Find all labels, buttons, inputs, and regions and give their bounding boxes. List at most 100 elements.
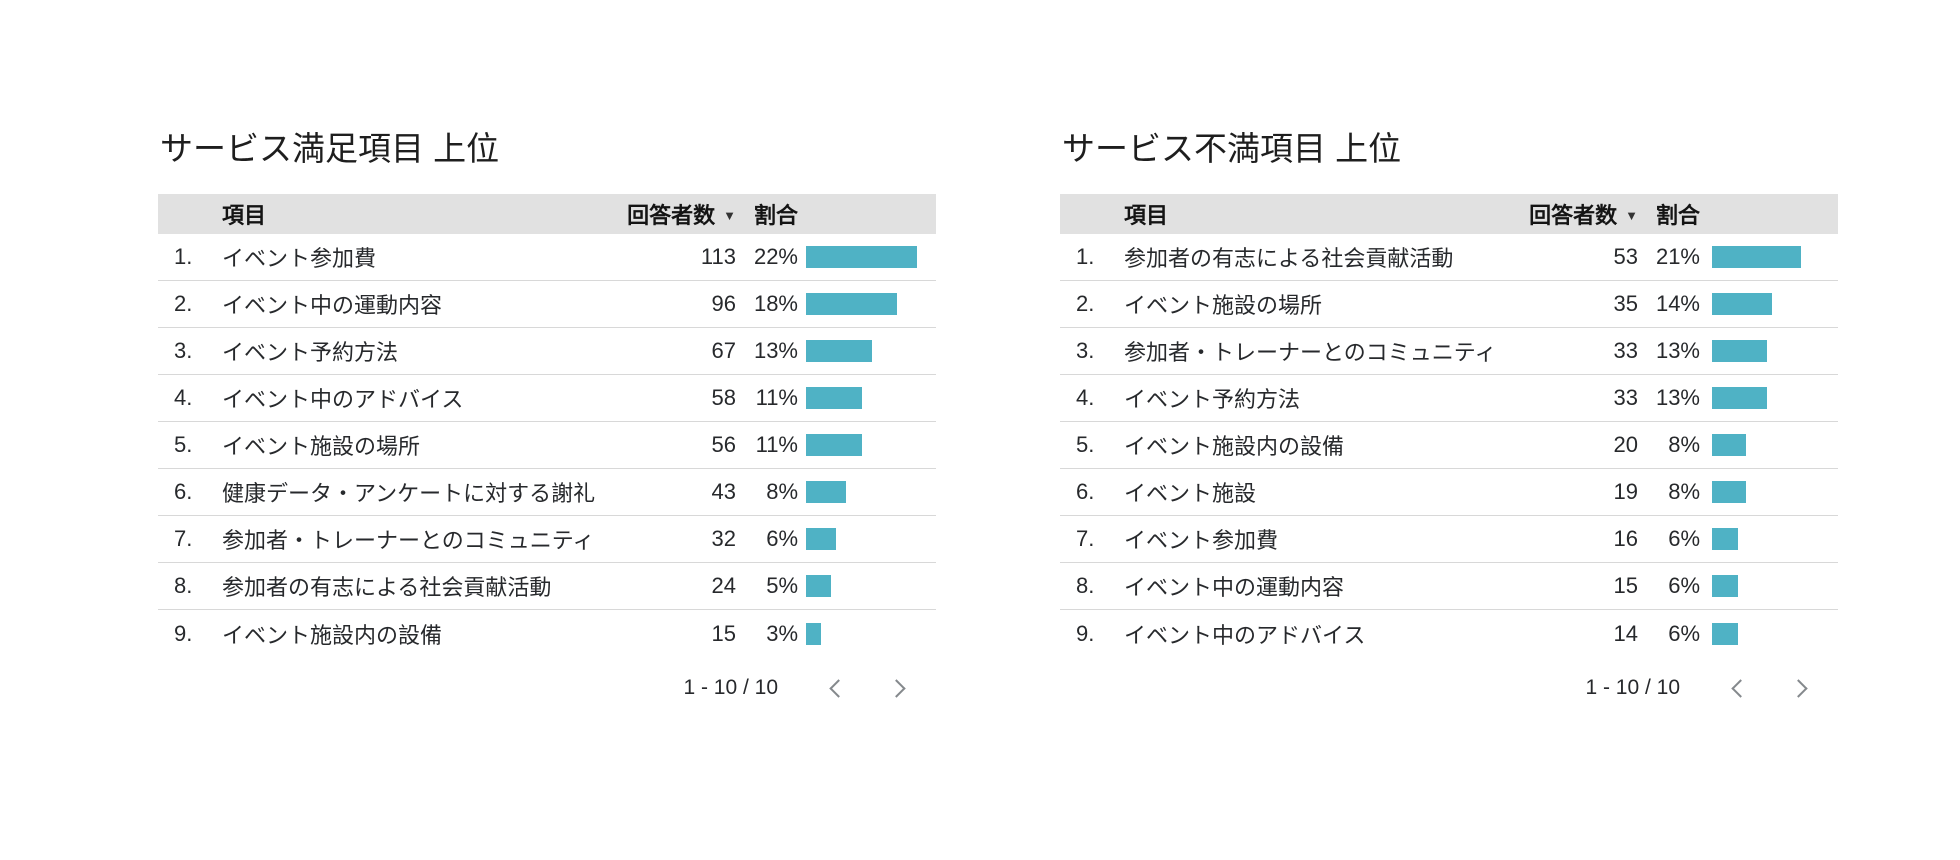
row-share-pct: 8% bbox=[1668, 432, 1700, 457]
share-bar bbox=[1712, 293, 1772, 315]
table-row[interactable]: 4. イベント予約方法 33 13% bbox=[1060, 375, 1838, 422]
row-item: イベント中のアドバイス bbox=[1124, 622, 1366, 648]
table-row[interactable]: 8. イベント中の運動内容 15 6% bbox=[1060, 563, 1838, 610]
prev-page-button[interactable] bbox=[1722, 670, 1758, 706]
row-share-pct: 5% bbox=[766, 573, 798, 598]
row-respondents: 113 bbox=[700, 244, 736, 269]
row-rank: 5. bbox=[1076, 432, 1095, 457]
row-item: イベント参加費 bbox=[1124, 528, 1279, 553]
row-item: イベント施設の場所 bbox=[1124, 293, 1323, 318]
pagination-label: 1 - 10 / 10 bbox=[683, 676, 778, 699]
row-share-bar-cell bbox=[802, 246, 936, 268]
row-respondents: 58 bbox=[711, 385, 736, 410]
pagination-bar: 1 - 10 / 10 bbox=[1060, 667, 1838, 709]
table-header-row: 項目 回答者数 ▼ 割合 bbox=[1060, 194, 1838, 234]
row-share-bar-cell bbox=[802, 434, 936, 456]
row-share-pct: 18% bbox=[753, 291, 798, 316]
table-row[interactable]: 9. イベント中のアドバイス 14 6% bbox=[1060, 610, 1838, 657]
next-page-button[interactable] bbox=[1780, 670, 1816, 706]
row-rank: 6. bbox=[174, 479, 193, 504]
row-share-pct: 3% bbox=[766, 620, 798, 646]
row-share-pct: 6% bbox=[1668, 526, 1700, 551]
share-bar bbox=[1712, 340, 1767, 362]
share-bar bbox=[806, 434, 862, 456]
row-respondents: 53 bbox=[1613, 244, 1638, 269]
table-row[interactable]: 7. 参加者・トレーナーとのコミュニティ 32 6% bbox=[158, 516, 936, 563]
table-row[interactable]: 1. イベント参加費 113 22% bbox=[158, 234, 936, 281]
row-item: イベント中のアドバイス bbox=[222, 387, 464, 412]
table-row[interactable]: 7. イベント参加費 16 6% bbox=[1060, 516, 1838, 563]
row-share-pct: 13% bbox=[753, 338, 798, 363]
column-header-item[interactable]: 項目 bbox=[222, 203, 267, 228]
share-bar bbox=[806, 387, 862, 409]
row-share-pct: 21% bbox=[1655, 244, 1700, 269]
row-item: イベント中の運動内容 bbox=[1124, 575, 1345, 600]
column-header-share[interactable]: 割合 bbox=[1655, 203, 1700, 228]
table-title: サービス満足項目 上位 bbox=[160, 130, 500, 167]
column-header-respondents-label: 回答者数 bbox=[1529, 203, 1618, 228]
row-respondents: 24 bbox=[711, 573, 736, 598]
row-item: イベント予約方法 bbox=[1124, 387, 1301, 412]
table-card-dissatisfaction: サービス不満項目 上位 項目 回答者数 ▼ 割合 1. 参加者の有志による社会貢献… bbox=[1060, 126, 1838, 709]
row-share-pct: 14% bbox=[1655, 291, 1700, 316]
column-header-share[interactable]: 割合 bbox=[753, 203, 798, 228]
row-rank: 7. bbox=[1076, 526, 1095, 551]
row-share-pct: 13% bbox=[1655, 385, 1700, 410]
row-rank: 4. bbox=[174, 385, 193, 410]
table-row[interactable]: 8. 参加者の有志による社会貢献活動 24 5% bbox=[158, 563, 936, 610]
row-share-bar-cell bbox=[802, 340, 936, 362]
column-header-respondents[interactable]: 回答者数 ▼ bbox=[1529, 198, 1638, 230]
share-bar bbox=[1712, 387, 1767, 409]
row-rank: 4. bbox=[1076, 385, 1095, 410]
table-row[interactable]: 3. 参加者・トレーナーとのコミュニティ 33 13% bbox=[1060, 328, 1838, 375]
row-item: 参加者・トレーナーとのコミュニティ bbox=[222, 528, 595, 553]
row-share-bar-cell bbox=[1704, 434, 1838, 456]
prev-page-button[interactable] bbox=[820, 670, 856, 706]
table-row[interactable]: 6. イベント施設 19 8% bbox=[1060, 469, 1838, 516]
row-respondents: 16 bbox=[1613, 526, 1638, 551]
table-row[interactable]: 5. イベント施設内の設備 20 8% bbox=[1060, 422, 1838, 469]
table-row[interactable]: 2. イベント施設の場所 35 14% bbox=[1060, 281, 1838, 328]
column-header-respondents[interactable]: 回答者数 ▼ bbox=[627, 198, 736, 230]
row-rank: 1. bbox=[174, 244, 193, 269]
share-bar bbox=[806, 528, 836, 550]
table-row[interactable]: 5. イベント施設の場所 56 11% bbox=[158, 422, 936, 469]
table-row[interactable]: 4. イベント中のアドバイス 58 11% bbox=[158, 375, 936, 422]
row-share-bar-cell bbox=[802, 293, 936, 315]
share-bar bbox=[806, 481, 846, 503]
row-share-bar-cell bbox=[802, 575, 936, 597]
row-rank: 1. bbox=[1076, 244, 1095, 269]
row-share-bar-cell bbox=[1704, 528, 1838, 550]
row-respondents: 56 bbox=[711, 432, 736, 457]
row-share-pct: 11% bbox=[755, 385, 798, 410]
share-bar bbox=[1712, 434, 1746, 456]
row-respondents: 14 bbox=[1613, 620, 1638, 646]
column-header-item[interactable]: 項目 bbox=[1124, 203, 1169, 228]
row-respondents: 19 bbox=[1613, 479, 1638, 504]
row-rank: 2. bbox=[1076, 291, 1095, 316]
next-page-button[interactable] bbox=[878, 670, 914, 706]
row-respondents: 96 bbox=[711, 291, 736, 316]
table-header-row: 項目 回答者数 ▼ 割合 bbox=[158, 194, 936, 234]
pagination-label: 1 - 10 / 10 bbox=[1585, 676, 1680, 699]
column-header-respondents-label: 回答者数 bbox=[627, 203, 716, 228]
row-item: イベント参加費 bbox=[222, 246, 377, 271]
table-row[interactable]: 9. イベント施設内の設備 15 3% bbox=[158, 610, 936, 657]
table-row[interactable]: 3. イベント予約方法 67 13% bbox=[158, 328, 936, 375]
share-bar bbox=[806, 340, 872, 362]
table-row[interactable]: 2. イベント中の運動内容 96 18% bbox=[158, 281, 936, 328]
share-bar bbox=[1712, 575, 1738, 597]
row-respondents: 15 bbox=[1613, 573, 1638, 598]
table-row[interactable]: 1. 参加者の有志による社会貢献活動 53 21% bbox=[1060, 234, 1838, 281]
row-share-bar-cell bbox=[802, 387, 936, 409]
chevron-left-icon bbox=[828, 678, 848, 698]
row-share-pct: 11% bbox=[755, 432, 798, 457]
row-item: 健康データ・アンケートに対する謝礼 bbox=[222, 481, 596, 506]
row-rank: 3. bbox=[1076, 338, 1095, 363]
row-item: 参加者の有志による社会貢献活動 bbox=[1124, 246, 1454, 271]
table-row[interactable]: 6. 健康データ・アンケートに対する謝礼 43 8% bbox=[158, 469, 936, 516]
row-rank: 9. bbox=[174, 620, 193, 646]
row-item: 参加者の有志による社会貢献活動 bbox=[222, 575, 552, 600]
row-rank: 9. bbox=[1076, 620, 1095, 646]
